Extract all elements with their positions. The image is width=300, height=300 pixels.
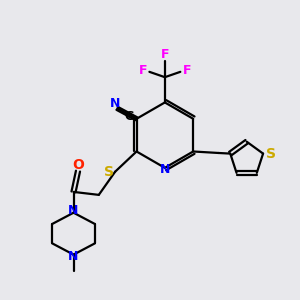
Text: S: S [103, 165, 114, 179]
Text: N: N [68, 204, 79, 217]
Text: N: N [110, 97, 120, 110]
Text: S: S [266, 147, 275, 160]
Text: C: C [124, 110, 134, 123]
Text: F: F [183, 64, 191, 77]
Text: O: O [72, 158, 84, 172]
Text: F: F [160, 48, 169, 62]
Text: N: N [160, 163, 170, 176]
Text: F: F [139, 64, 147, 77]
Text: N: N [68, 250, 79, 263]
